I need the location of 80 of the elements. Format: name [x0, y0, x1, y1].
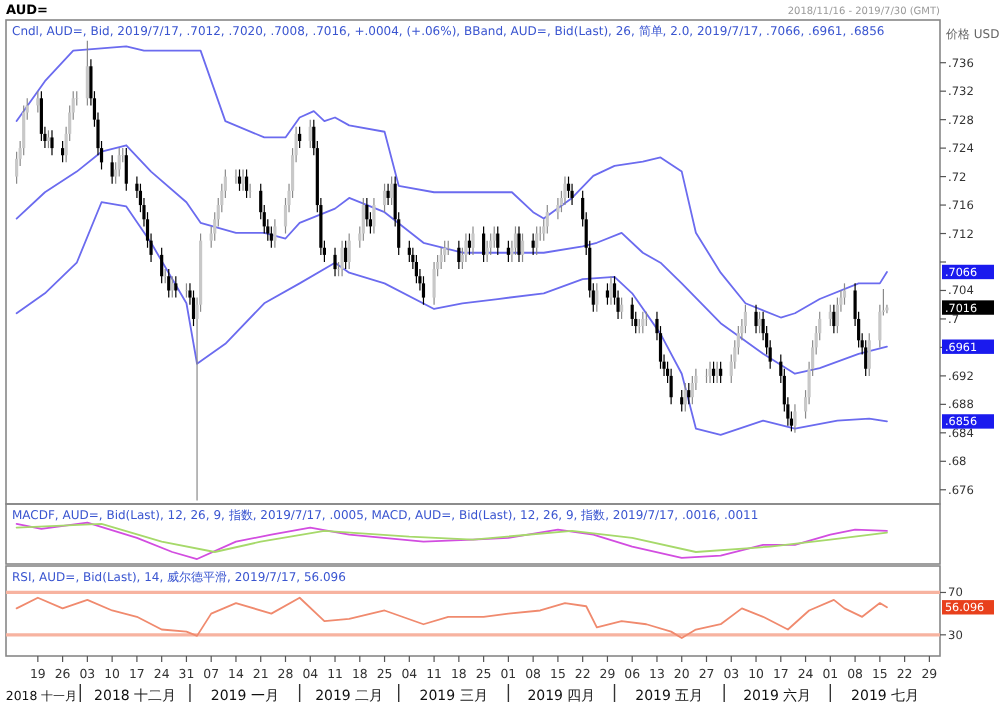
candlestick — [711, 361, 716, 384]
candlestick — [832, 304, 836, 334]
candlestick — [595, 282, 599, 313]
candlestick — [719, 361, 723, 384]
line-series — [15, 201, 888, 436]
candlestick — [570, 183, 574, 206]
candlestick — [743, 304, 748, 334]
candlestick — [344, 240, 348, 270]
candlestick — [683, 382, 687, 413]
candlestick — [793, 403, 797, 434]
candlestick — [273, 218, 277, 249]
candlestick — [439, 247, 443, 270]
candlestick — [372, 197, 376, 235]
line-series — [15, 144, 888, 375]
candlestick — [715, 361, 719, 384]
candlestick — [842, 282, 847, 306]
candlestick — [298, 126, 302, 149]
candlestick — [835, 296, 839, 334]
candlestick — [241, 168, 245, 192]
candlestick — [630, 296, 634, 327]
candlestick — [864, 339, 868, 377]
candlestick — [492, 225, 496, 249]
candlestick — [757, 311, 762, 334]
candlestick — [36, 90, 40, 114]
candlestick — [520, 232, 525, 263]
candlestick — [244, 168, 249, 199]
candlestick — [340, 240, 344, 277]
candlestick — [170, 275, 174, 299]
candlestick — [191, 289, 196, 327]
candlestick — [390, 175, 394, 206]
candlestick — [485, 240, 489, 263]
candlestick — [269, 225, 273, 249]
candlestick — [566, 175, 571, 199]
candlestick — [690, 375, 694, 405]
line-series — [15, 596, 888, 639]
candlestick — [687, 382, 691, 405]
candlestick — [506, 240, 510, 263]
candlestick — [386, 183, 390, 206]
candlestick — [347, 232, 351, 270]
candlestick — [471, 225, 475, 256]
candlestick — [708, 361, 712, 384]
candlestick — [361, 197, 365, 242]
candlestick — [545, 204, 549, 235]
candlestick — [110, 154, 114, 185]
candlestick — [609, 275, 613, 306]
candlestick — [39, 90, 43, 142]
candlestick — [237, 168, 242, 192]
candlestick — [517, 225, 521, 263]
candlestick — [605, 282, 610, 306]
candlestick — [117, 147, 121, 178]
candlestick — [563, 175, 567, 206]
candlestick — [531, 232, 535, 256]
candlestick — [680, 389, 684, 413]
candlestick — [828, 304, 832, 327]
candlestick — [421, 275, 426, 306]
candlestick — [365, 197, 369, 228]
candlestick — [50, 129, 54, 156]
candlestick — [496, 225, 500, 256]
candlestick — [85, 40, 89, 107]
candlestick — [382, 183, 387, 213]
candlestick — [489, 232, 493, 256]
candlestick — [754, 304, 758, 334]
candlestick — [308, 119, 312, 149]
candlestick — [464, 232, 468, 263]
line-series — [15, 45, 888, 319]
candlestick — [167, 268, 171, 299]
candlestick — [620, 296, 624, 320]
candlestick — [432, 261, 436, 306]
candlestick — [174, 275, 178, 299]
candlestick — [333, 247, 337, 277]
candlestick — [513, 225, 518, 256]
candlestick — [482, 225, 486, 263]
candlestick — [467, 232, 472, 256]
candlestick — [669, 368, 673, 405]
candlestick — [867, 332, 871, 377]
candlestick — [414, 254, 418, 284]
candlestick — [457, 240, 461, 270]
candlestick — [407, 240, 411, 263]
candlestick — [61, 140, 65, 163]
candlestick — [556, 197, 560, 220]
